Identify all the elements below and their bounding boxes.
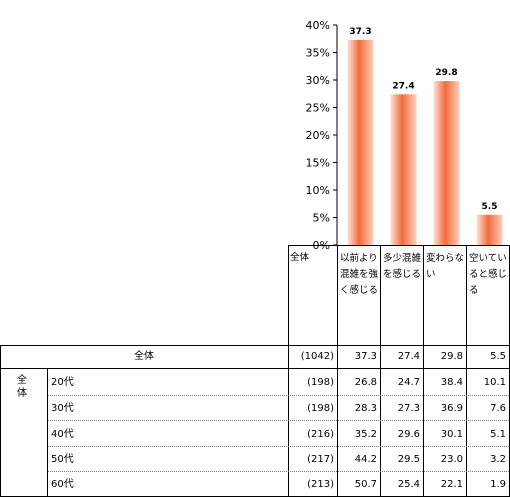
table-row-label: 40代: [51, 429, 74, 440]
table-row-separator: [48, 395, 509, 396]
table-cell: 1.9: [490, 479, 506, 490]
table-grid-line: [380, 345, 381, 497]
table-grid-line: [466, 345, 467, 497]
header-category-0: 以前より混雑を強く感じる: [340, 253, 379, 296]
table-grid-line: [0, 345, 1, 497]
y-tick-label: 40%: [306, 19, 330, 32]
y-tick-label: 15%: [306, 157, 330, 170]
table-row-separator: [48, 471, 509, 472]
table-grid-line: [380, 245, 381, 345]
table-cell: 50.7: [354, 479, 377, 490]
table-row-label: 全体: [134, 351, 154, 362]
table-cell: 26.8: [354, 377, 377, 388]
table-row-count: (198): [307, 377, 334, 388]
y-tick-label: 30%: [306, 74, 330, 87]
group-label: 全体: [17, 375, 27, 399]
table-cell: 3.2: [490, 454, 506, 465]
table-cell: 44.2: [354, 454, 377, 465]
table-cell: 22.1: [440, 479, 463, 490]
table-cell: 24.7: [397, 377, 420, 388]
header-category-1: 多少混雑を感じる: [383, 253, 422, 280]
table-row-label: 20代: [51, 377, 74, 388]
table-grid-line: [337, 345, 338, 497]
table-grid-line: [466, 245, 467, 345]
table-cell: 5.5: [490, 351, 506, 362]
y-tick-label: 20%: [306, 129, 330, 142]
table-row-count: (1042): [300, 351, 334, 362]
bar: [390, 94, 417, 245]
table-row-count: (213): [307, 479, 334, 490]
data-label: 27.4: [392, 81, 414, 91]
table-row-label: 60代: [51, 479, 74, 490]
y-tick-label: 25%: [306, 102, 330, 115]
table-grid-line: [288, 345, 289, 497]
table-cell: 5.1: [490, 429, 506, 440]
y-tick-label: 5%: [313, 212, 330, 225]
table-cell: 29.8: [440, 351, 463, 362]
data-label: 37.3: [349, 27, 371, 37]
bar: [476, 214, 503, 245]
table-grid-line: [337, 245, 338, 345]
bar: [347, 39, 374, 245]
table-grid-line: [288, 245, 289, 345]
table-row-separator: [48, 420, 509, 421]
data-label: 5.5: [482, 202, 498, 212]
table-cell: 29.5: [397, 454, 420, 465]
table-row-label: 50代: [51, 454, 74, 465]
data-label: 29.8: [435, 68, 457, 78]
table-row-separator: [48, 446, 509, 447]
x-axis-line: [288, 245, 510, 246]
table-cell: 35.2: [354, 429, 377, 440]
header-total: 全体: [290, 252, 310, 263]
table-row-count: (216): [307, 429, 334, 440]
table-cell: 28.3: [354, 403, 377, 414]
table-row-label: 30代: [51, 403, 74, 414]
table-row-count: (198): [307, 403, 334, 414]
table-grid-line: [47, 368, 48, 497]
bar-chart: 0% 5% 10% 15% 20% 25% 30% 35% 40% 37.3 27.4 29.8 5.…: [306, 19, 503, 250]
table-cell: 25.4: [397, 479, 420, 490]
table-cell: 23.0: [440, 454, 463, 465]
table-cell: 38.4: [440, 377, 463, 388]
table-cell: 7.6: [490, 403, 506, 414]
table-cell: 36.9: [440, 403, 463, 414]
table-grid-line: [423, 345, 424, 497]
y-tick-label: 10%: [306, 184, 330, 197]
bar: [433, 81, 460, 245]
table-row-count: (217): [307, 454, 334, 465]
table-cell: 10.1: [483, 377, 506, 388]
table-cell: 27.3: [397, 403, 420, 414]
table-grid-line: [423, 245, 424, 345]
table-cell: 30.1: [440, 429, 463, 440]
table-grid-line: [0, 368, 510, 369]
header-category-2: 変わらない: [426, 253, 465, 280]
table-cell: 29.6: [397, 429, 420, 440]
header-category-3: 空いていると感じる: [469, 253, 508, 296]
table-grid-line: [0, 345, 510, 346]
table-cell: 27.4: [397, 351, 420, 362]
y-tick-label: 35%: [306, 47, 330, 60]
table-cell: 37.3: [354, 351, 377, 362]
y-tick-label: 0%: [313, 239, 330, 250]
